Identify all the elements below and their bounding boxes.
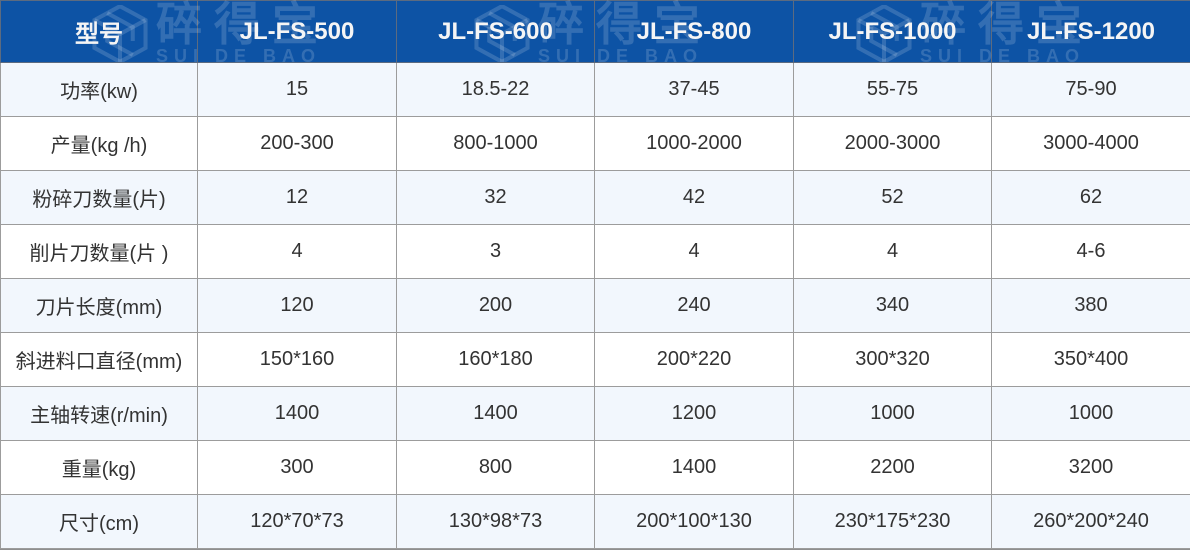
col-header-jl-fs-1200: JL-FS-1200 — [991, 0, 1190, 63]
spec-value: 1400 — [396, 386, 595, 441]
spec-value: 1400 — [594, 440, 794, 495]
row-label: 主轴转速(r/min) — [0, 386, 198, 441]
col-header-model: 型号 — [0, 0, 198, 63]
spec-value: 200*220 — [594, 332, 794, 387]
spec-value: 4 — [197, 224, 397, 279]
spec-value: 75-90 — [991, 62, 1190, 117]
row-label: 刀片长度(mm) — [0, 278, 198, 333]
spec-value: 12 — [197, 170, 397, 225]
spec-value: 3000-4000 — [991, 116, 1190, 171]
spec-value: 260*200*240 — [991, 494, 1190, 549]
row-label: 削片刀数量(片 ) — [0, 224, 198, 279]
spec-value: 240 — [594, 278, 794, 333]
spec-value: 42 — [594, 170, 794, 225]
row-label: 尺寸(cm) — [0, 494, 198, 549]
spec-value: 340 — [793, 278, 992, 333]
spec-value: 1000-2000 — [594, 116, 794, 171]
spec-value: 15 — [197, 62, 397, 117]
table-row-power: 功率(kw) 15 18.5-22 37-45 55-75 75-90 — [0, 62, 1190, 117]
spec-value: 120 — [197, 278, 397, 333]
spec-value: 52 — [793, 170, 992, 225]
spec-value: 37-45 — [594, 62, 794, 117]
spec-value: 3200 — [991, 440, 1190, 495]
spec-value: 18.5-22 — [396, 62, 595, 117]
spec-value: 3 — [396, 224, 595, 279]
spec-value: 1000 — [991, 386, 1190, 441]
header-row: 型号 JL-FS-500 JL-FS-600 JL-FS-800 JL-FS-1… — [0, 0, 1190, 63]
row-label: 功率(kw) — [0, 62, 198, 117]
spec-value: 120*70*73 — [197, 494, 397, 549]
table-row-chipping-blades: 削片刀数量(片 ) 4 3 4 4 4-6 — [0, 224, 1190, 279]
spec-value: 130*98*73 — [396, 494, 595, 549]
spec-value: 2200 — [793, 440, 992, 495]
spec-value: 230*175*230 — [793, 494, 992, 549]
spec-value: 1000 — [793, 386, 992, 441]
spec-value: 200*100*130 — [594, 494, 794, 549]
col-header-jl-fs-800: JL-FS-800 — [594, 0, 794, 63]
col-header-jl-fs-500: JL-FS-500 — [197, 0, 397, 63]
row-label: 产量(kg /h) — [0, 116, 198, 171]
spec-value: 380 — [991, 278, 1190, 333]
spec-value: 800 — [396, 440, 595, 495]
spec-value: 1200 — [594, 386, 794, 441]
spec-value: 160*180 — [396, 332, 595, 387]
spec-value: 800-1000 — [396, 116, 595, 171]
spec-value: 1400 — [197, 386, 397, 441]
table-row-crushing-blades: 粉碎刀数量(片) 12 32 42 52 62 — [0, 170, 1190, 225]
row-label: 斜进料口直径(mm) — [0, 332, 198, 387]
spec-value: 62 — [991, 170, 1190, 225]
table-row-output: 产量(kg /h) 200-300 800-1000 1000-2000 200… — [0, 116, 1190, 171]
spec-value: 32 — [396, 170, 595, 225]
spec-value: 4 — [594, 224, 794, 279]
table-row-weight: 重量(kg) 300 800 1400 2200 3200 — [0, 440, 1190, 495]
table-row-feed-port: 斜进料口直径(mm) 150*160 160*180 200*220 300*3… — [0, 332, 1190, 387]
spec-value: 300*320 — [793, 332, 992, 387]
spec-value: 300 — [197, 440, 397, 495]
table-row-dimensions: 尺寸(cm) 120*70*73 130*98*73 200*100*130 2… — [0, 494, 1190, 549]
col-header-jl-fs-600: JL-FS-600 — [396, 0, 595, 63]
table-row-blade-length: 刀片长度(mm) 120 200 240 340 380 — [0, 278, 1190, 333]
spec-value: 4-6 — [991, 224, 1190, 279]
spec-value: 2000-3000 — [793, 116, 992, 171]
spec-value: 350*400 — [991, 332, 1190, 387]
row-label: 粉碎刀数量(片) — [0, 170, 198, 225]
col-header-jl-fs-1000: JL-FS-1000 — [793, 0, 992, 63]
spec-value: 55-75 — [793, 62, 992, 117]
spec-value: 150*160 — [197, 332, 397, 387]
spec-value: 4 — [793, 224, 992, 279]
spec-value: 200 — [396, 278, 595, 333]
row-label: 重量(kg) — [0, 440, 198, 495]
spec-value: 200-300 — [197, 116, 397, 171]
table-row-spindle-speed: 主轴转速(r/min) 1400 1400 1200 1000 1000 — [0, 386, 1190, 441]
